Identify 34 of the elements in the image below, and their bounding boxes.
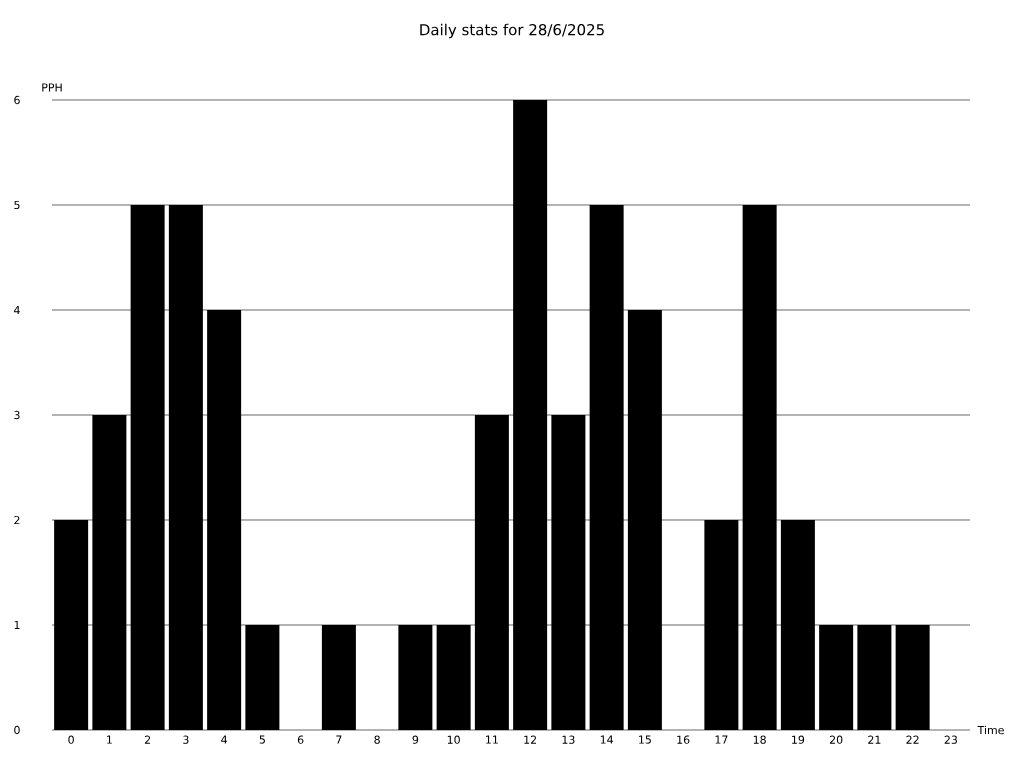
y-tick-label: 3 <box>14 410 20 420</box>
x-tick-label: 1 <box>107 735 112 744</box>
y-tick-label: 0 <box>14 725 20 735</box>
x-tick-label: 19 <box>792 735 805 744</box>
x-tick-label: 13 <box>562 735 575 744</box>
x-tick-label: 11 <box>486 735 498 744</box>
y-tick-label: 4 <box>14 305 20 315</box>
x-tick-label: 7 <box>336 735 342 744</box>
y-tick-label: 2 <box>14 515 20 525</box>
x-tick-label: 6 <box>297 735 304 744</box>
x-tick-label: 5 <box>259 735 265 744</box>
x-tick-label: 17 <box>715 735 728 744</box>
x-tick-label: 14 <box>600 735 614 744</box>
x-tick-label: 9 <box>412 735 419 744</box>
chart-title: Daily stats for 28/6/2025 <box>420 23 604 39</box>
x-tick-label: 8 <box>374 735 380 744</box>
x-tick-label: 2 <box>144 735 151 744</box>
x-axis-title: Time <box>977 725 1004 735</box>
x-tick-label: 10 <box>447 735 460 744</box>
x-tick-label: 23 <box>944 735 957 744</box>
y-tick-label: 5 <box>14 200 20 210</box>
y-tick-label: 1 <box>14 620 20 630</box>
x-tick-label: 12 <box>524 735 537 744</box>
x-tick-label: 20 <box>829 735 843 744</box>
x-tick-label: 3 <box>183 735 189 744</box>
x-tick-label: 18 <box>753 735 766 744</box>
x-tick-label: 16 <box>677 735 690 744</box>
x-tick-label: 22 <box>906 735 919 744</box>
x-tick-label: 4 <box>221 735 228 744</box>
y-axis-title: PPH <box>42 83 62 92</box>
x-tick-label: 0 <box>68 735 74 744</box>
y-tick-label: 6 <box>14 95 20 105</box>
x-tick-label: 15 <box>639 735 651 744</box>
x-tick-label: 21 <box>868 735 881 744</box>
